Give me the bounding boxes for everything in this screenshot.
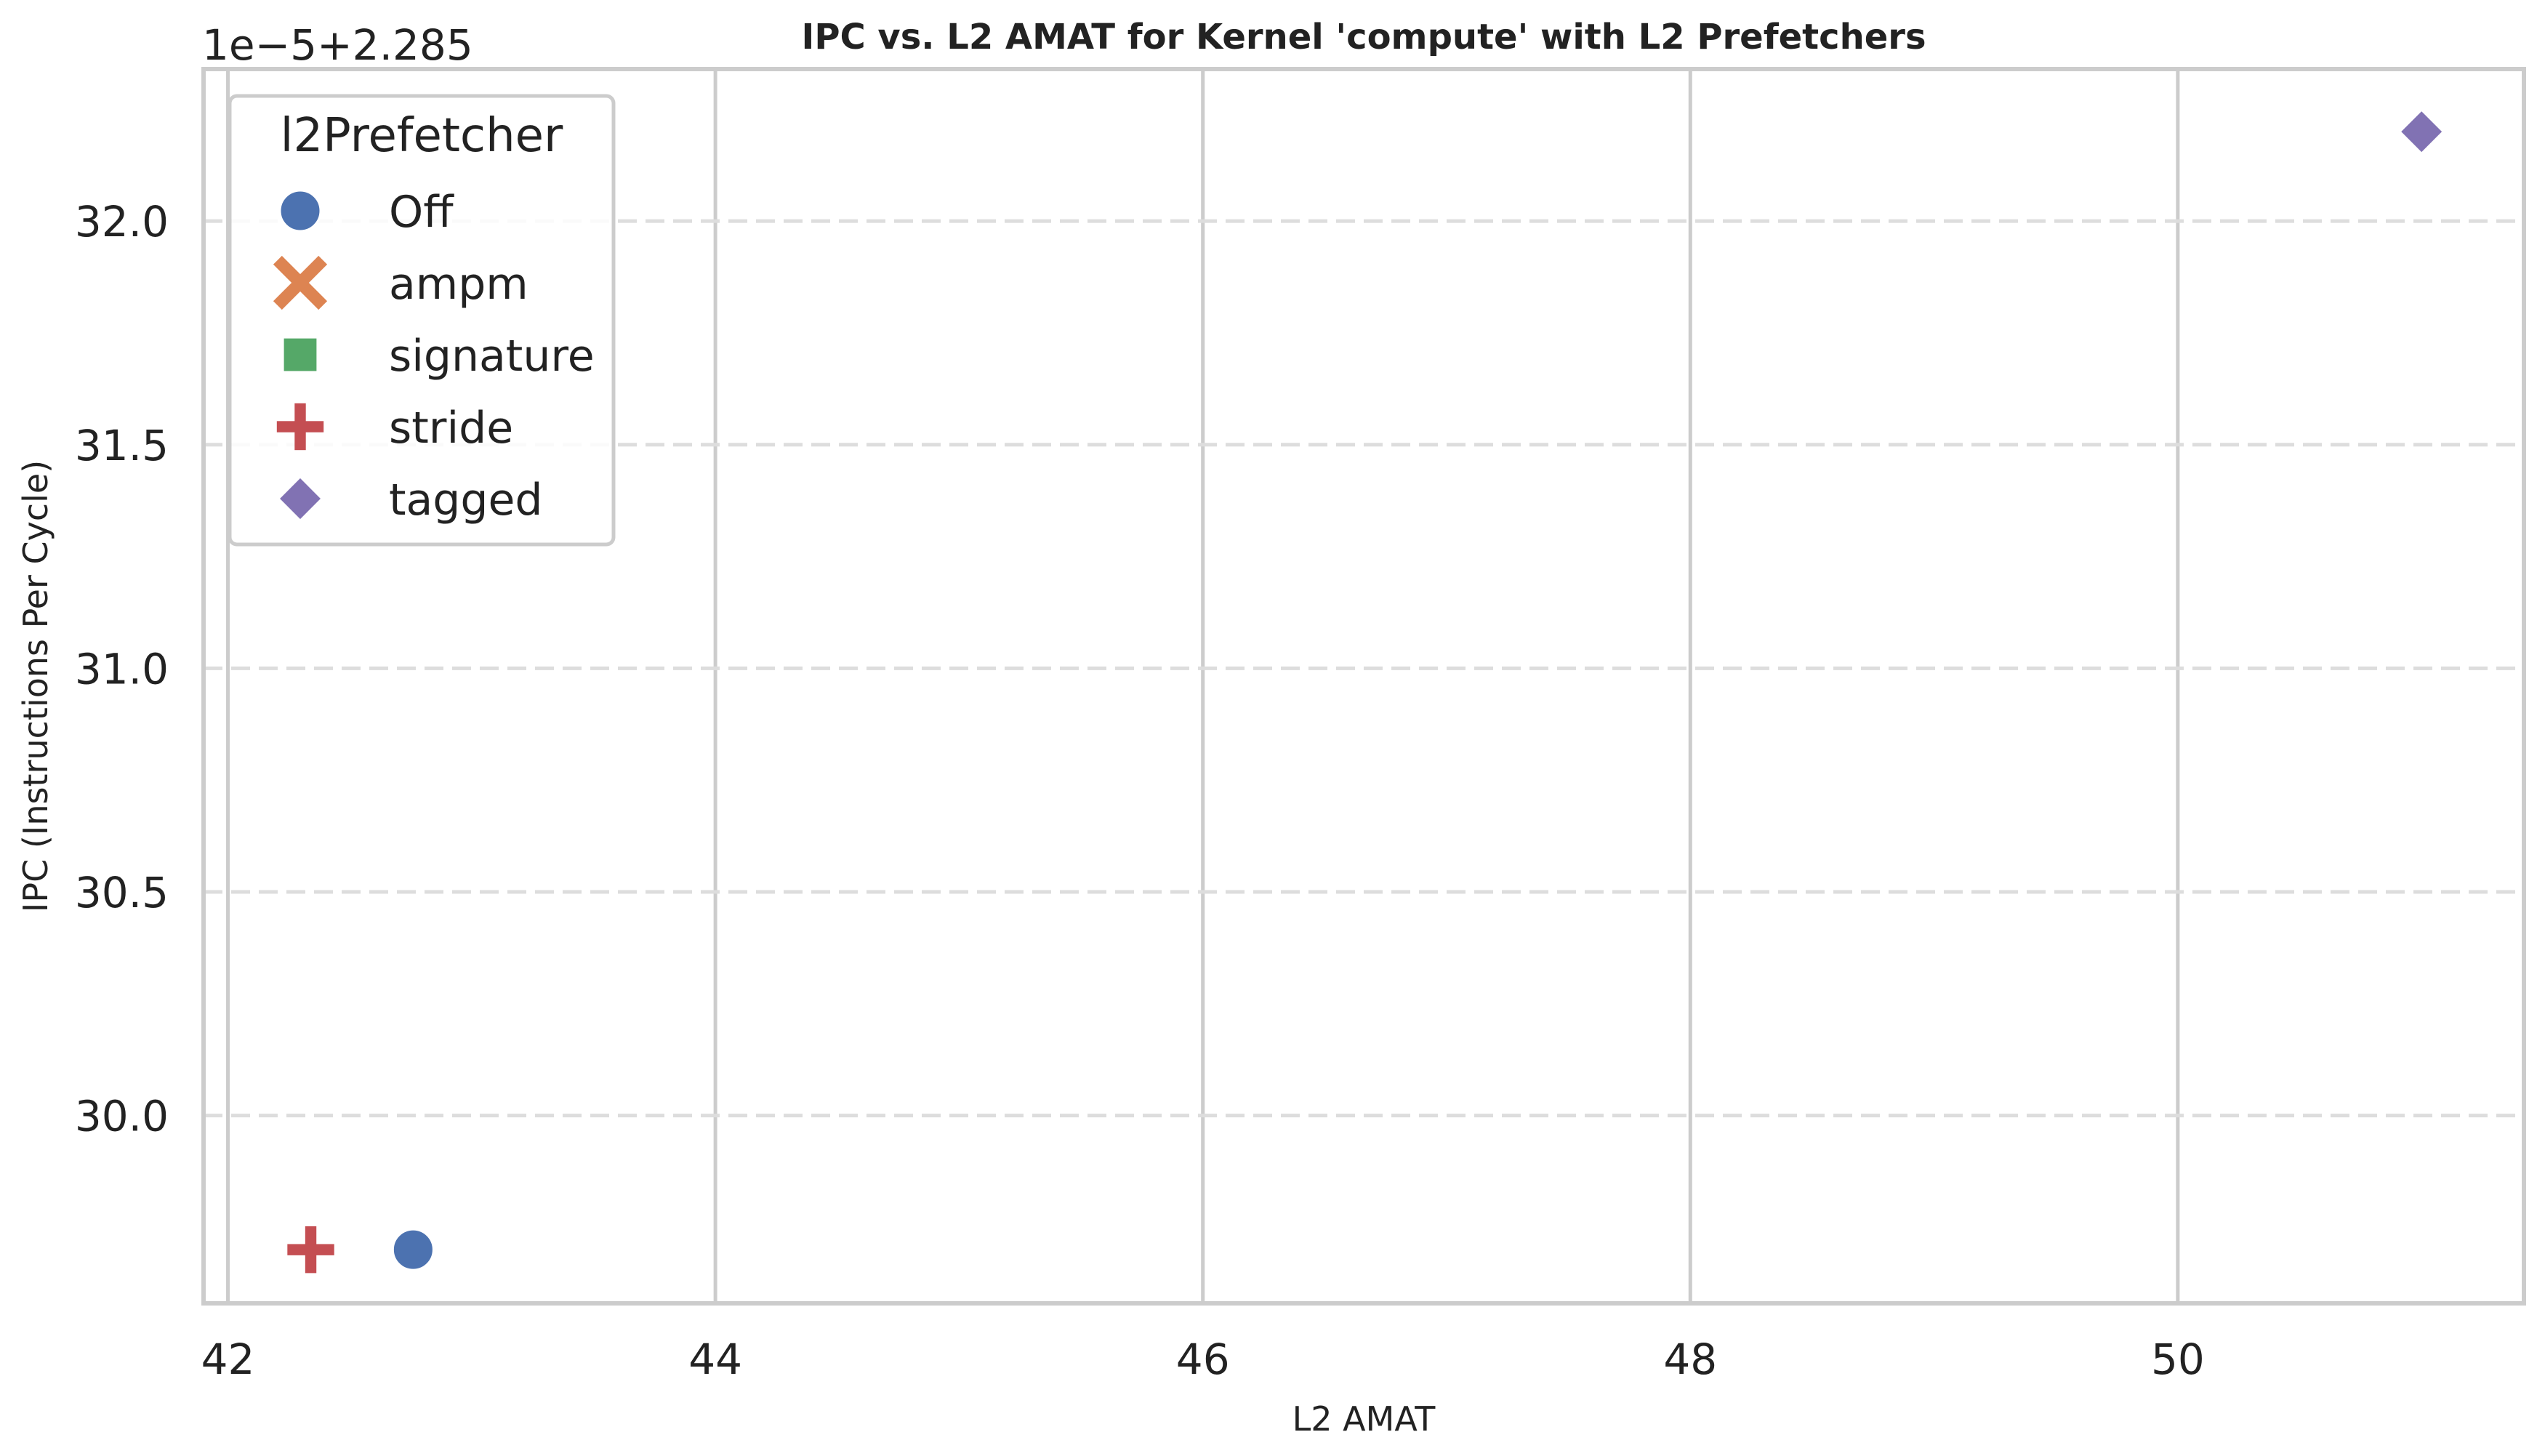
- y-offset-label: 1e−5+2.285: [202, 20, 473, 70]
- legend-marker-stride: [276, 403, 324, 451]
- legend-title: l2Prefetcher: [281, 109, 563, 163]
- x-axis-label: L2 AMAT: [1292, 1399, 1436, 1439]
- legend-label-Off: Off: [389, 187, 454, 238]
- x-tick-label: 46: [1176, 1335, 1230, 1384]
- x-tick-label: 48: [1663, 1335, 1717, 1384]
- y-axis-label: IPC (Instructions Per Cycle): [16, 460, 55, 912]
- legend-marker-ampm: [273, 255, 328, 310]
- chart-title: IPC vs. L2 AMAT for Kernel 'compute' wit…: [801, 17, 1926, 57]
- legend-label-tagged: tagged: [389, 475, 542, 526]
- legend-marker-signature: [284, 338, 317, 371]
- x-tick-label: 50: [2151, 1335, 2205, 1384]
- x-tick-label: 42: [201, 1335, 255, 1384]
- legend-label-ampm: ampm: [389, 259, 528, 310]
- legend-box: [228, 94, 616, 547]
- legend: l2Prefetcher Off ampm signature stride tagge…: [228, 94, 616, 547]
- legend-marker-Off: [278, 189, 322, 233]
- y-tick-label: 31.5: [75, 421, 169, 470]
- x-tick-label: 44: [688, 1335, 742, 1384]
- legend-label-signature: signature: [389, 331, 595, 382]
- data-point-tagged: [2399, 109, 2444, 154]
- data-point-stride: [287, 1226, 334, 1274]
- y-tick-label: 30.5: [75, 868, 169, 917]
- legend-marker-tagged: [278, 476, 323, 521]
- data-point-Off: [391, 1228, 435, 1271]
- y-tick-label: 31.0: [75, 644, 169, 693]
- legend-label-stride: stride: [389, 403, 513, 454]
- y-tick-label: 32.0: [75, 197, 169, 246]
- plot-area: [201, 67, 2526, 1306]
- y-tick-label: 30.0: [75, 1092, 169, 1141]
